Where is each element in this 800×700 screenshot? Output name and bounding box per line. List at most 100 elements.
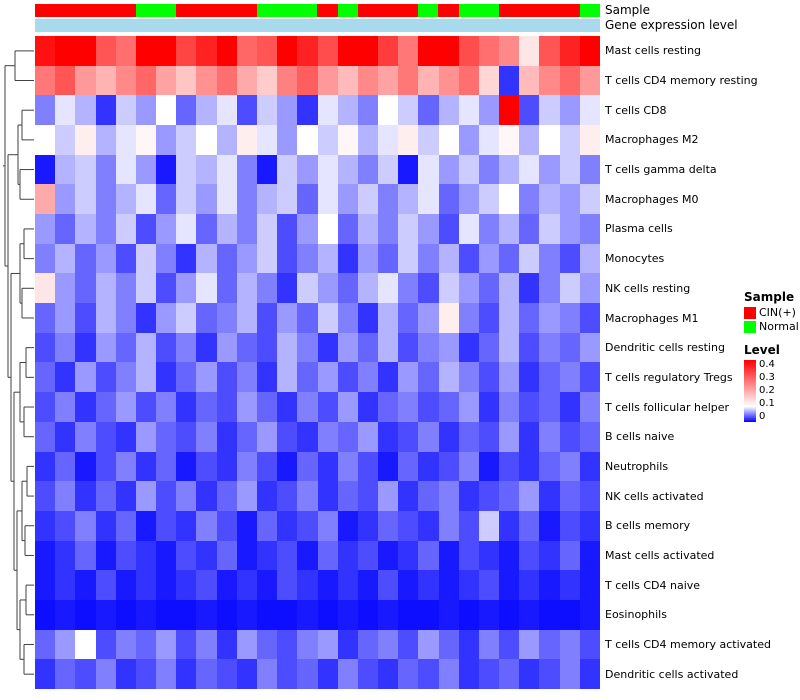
heatmap-cell	[75, 65, 96, 96]
sample-annotation-cell	[256, 4, 278, 17]
heatmap-cell	[478, 451, 500, 482]
row-label: Neutrophils	[605, 459, 669, 473]
heatmap-cell	[55, 362, 76, 393]
heatmap-cell	[236, 243, 257, 274]
row-label: B cells memory	[605, 519, 691, 533]
heatmap-cell	[35, 332, 56, 363]
heatmap-cell	[236, 273, 257, 304]
heatmap-cell	[478, 510, 500, 541]
heatmap-cell	[398, 36, 419, 66]
heatmap-cell	[35, 154, 56, 185]
heatmap-cell	[398, 570, 419, 600]
heatmap-cell	[156, 95, 177, 126]
heatmap-cell	[438, 243, 459, 274]
heatmap-cell	[55, 65, 76, 96]
heatmap-cell	[176, 421, 197, 452]
sample-annotation-cell	[55, 4, 76, 17]
heatmap-cell	[115, 65, 136, 96]
heatmap-cell	[196, 599, 217, 630]
heatmap-cell	[176, 570, 197, 600]
row-label: NK cells activated	[605, 489, 704, 503]
sample-annotation-cell	[458, 4, 479, 17]
heatmap-cell	[236, 362, 257, 393]
heatmap-cell	[55, 303, 76, 333]
heatmap-cell	[458, 392, 479, 422]
heatmap-cell	[418, 629, 439, 660]
heatmap-cell	[378, 659, 399, 689]
heatmap-cell	[519, 303, 540, 333]
heatmap-cell	[277, 214, 298, 244]
heatmap-cell	[75, 659, 96, 689]
heatmap-cell	[75, 154, 96, 185]
sample-legend-title: Sample	[744, 290, 795, 304]
heatmap-cell	[256, 451, 278, 482]
heatmap-cell	[539, 659, 560, 689]
heatmap-cell	[418, 451, 439, 482]
heatmap-cell	[95, 243, 116, 274]
heatmap-cell	[75, 214, 96, 244]
heatmap-cell	[559, 125, 580, 155]
heatmap-cell	[196, 659, 217, 689]
heatmap-cell	[216, 65, 237, 96]
level-tick-label: 0.2	[759, 385, 775, 396]
heatmap-cell	[418, 332, 439, 363]
heatmap-cell	[519, 36, 540, 66]
heatmap-cell	[357, 421, 379, 452]
heatmap-cell	[357, 451, 379, 482]
heatmap-cell	[135, 332, 157, 363]
heatmap-cell	[35, 451, 56, 482]
row-label: Eosinophils	[605, 608, 667, 622]
heatmap-cell	[115, 303, 136, 333]
heatmap-cell	[337, 65, 358, 96]
heatmap-cell	[277, 303, 298, 333]
heatmap-cell	[196, 510, 217, 541]
heatmap-cell	[519, 65, 540, 96]
heatmap-cell	[378, 65, 399, 96]
heatmap-cell	[579, 659, 600, 689]
heatmap-cell	[579, 451, 600, 482]
heatmap-cell	[297, 510, 318, 541]
heatmap-cell	[176, 154, 197, 185]
sample-annotation-cell	[478, 4, 499, 17]
heatmap-cell	[337, 659, 358, 689]
heatmap-cell	[579, 243, 600, 274]
heatmap-cell	[156, 481, 177, 511]
heatmap-cell	[337, 95, 358, 126]
heatmap-cell	[317, 273, 338, 304]
heatmap-cell	[438, 273, 459, 304]
heatmap-cell	[478, 362, 500, 393]
heatmap-cell	[478, 36, 500, 66]
heatmap-cell	[519, 95, 540, 126]
heatmap-cell	[95, 392, 116, 422]
heatmap-cell	[135, 510, 157, 541]
heatmap-cell	[256, 95, 278, 126]
heatmap-cell	[236, 629, 257, 660]
legend-entry-label: CIN(+)	[759, 306, 796, 319]
heatmap-cell	[95, 629, 116, 660]
sample-annotation-cell	[357, 4, 378, 17]
heatmap-cell	[35, 570, 56, 600]
heatmap-cell	[256, 243, 278, 274]
heatmap-cell	[438, 214, 459, 244]
sample-annotation-cell	[135, 4, 157, 17]
heatmap-cell	[115, 184, 136, 215]
heatmap-cell	[458, 125, 479, 155]
heatmap-cell	[135, 599, 157, 630]
heatmap-cell	[297, 451, 318, 482]
heatmap-cell	[115, 273, 136, 304]
heatmap-cell	[297, 125, 318, 155]
heatmap-cell	[196, 184, 217, 215]
row-label: T cells follicular helper	[605, 400, 730, 414]
heatmap-cell	[438, 659, 459, 689]
heatmap-cell	[35, 184, 56, 215]
heatmap-cell	[176, 540, 197, 571]
heatmap-cell	[156, 273, 177, 304]
heatmap-cell	[519, 362, 540, 393]
heatmap-cell	[499, 659, 520, 689]
sample-annotation-cell	[35, 4, 56, 17]
heatmap-cell	[337, 510, 358, 541]
heatmap-cell	[256, 421, 278, 452]
sample-annotation-cell	[438, 4, 459, 17]
sample-annotation-cell	[297, 4, 318, 17]
heatmap-cell	[499, 303, 520, 333]
